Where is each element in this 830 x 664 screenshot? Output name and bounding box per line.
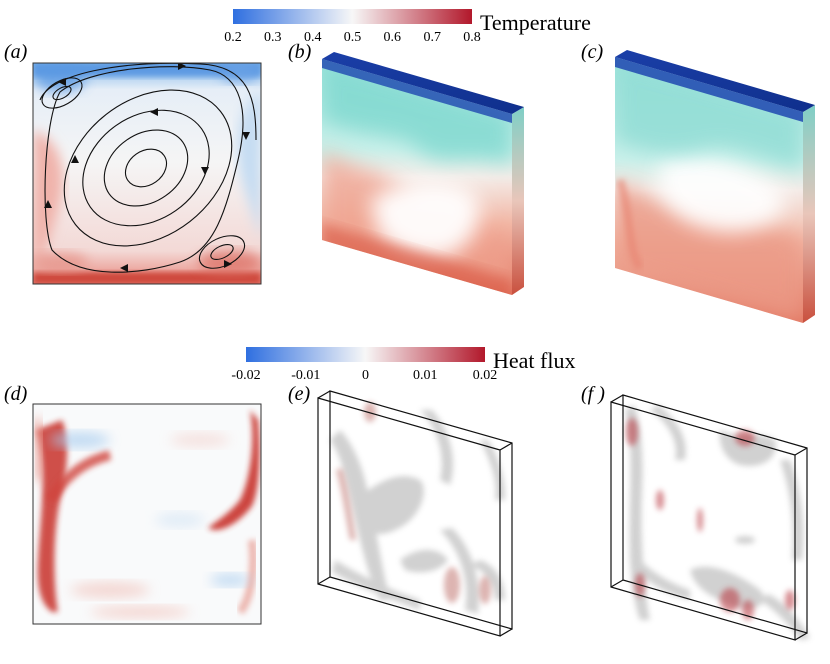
temperature-tick-1: 0.3 xyxy=(264,30,282,45)
heat-flux-colorbar-bar xyxy=(246,347,485,362)
heat-flux-tick-3: 0.01 xyxy=(413,368,438,383)
panel-label-d: (d) xyxy=(4,383,28,405)
panel-label-a: (a) xyxy=(4,41,28,63)
panel-f-heat-flux-isosurfaces xyxy=(610,394,810,641)
heat-flux-tick-0: -0.02 xyxy=(231,368,260,383)
heat-flux-tick-4: 0.02 xyxy=(473,368,498,383)
streamline-arrows xyxy=(44,63,250,272)
panel-label-e: (e) xyxy=(288,383,311,405)
temperature-tick-6: 0.8 xyxy=(463,30,481,45)
panel-e-heat-flux-isosurfaces xyxy=(317,390,513,637)
temperature-colorbar-ticks: 0.2 0.3 0.4 0.5 0.6 0.7 0.8 xyxy=(224,30,481,45)
panel-f-box xyxy=(610,394,808,641)
temperature-colorbar-title: Temperature xyxy=(480,10,591,35)
heat-flux-colorbar: -0.02 -0.01 0 0.01 0.02 Heat flux xyxy=(231,347,575,383)
panel-label-f: (f ) xyxy=(581,383,605,405)
panel-a-temperature-slice xyxy=(32,62,262,285)
temperature-tick-2: 0.4 xyxy=(304,30,322,45)
temperature-tick-5: 0.7 xyxy=(423,30,441,45)
heat-flux-tick-2: 0 xyxy=(362,368,369,383)
temperature-tick-3: 0.5 xyxy=(344,30,362,45)
temperature-tick-0: 0.2 xyxy=(224,30,242,45)
panel-e-box xyxy=(317,390,513,637)
panel-label-c: (c) xyxy=(581,41,604,63)
panel-label-b: (b) xyxy=(288,41,312,63)
heat-flux-tick-1: -0.01 xyxy=(291,368,320,383)
temperature-colorbar: 0.2 0.3 0.4 0.5 0.6 0.7 0.8 Temperature xyxy=(224,9,591,45)
panel-b-temperature-volume xyxy=(322,52,524,295)
panel-c-temperature-volume xyxy=(615,50,815,323)
temperature-colorbar-bar xyxy=(233,9,472,24)
heat-flux-colorbar-ticks: -0.02 -0.01 0 0.01 0.02 xyxy=(231,368,497,383)
heat-flux-colorbar-title: Heat flux xyxy=(493,348,575,373)
temperature-tick-4: 0.6 xyxy=(384,30,402,45)
panel-d-heat-flux-slice xyxy=(32,403,262,625)
